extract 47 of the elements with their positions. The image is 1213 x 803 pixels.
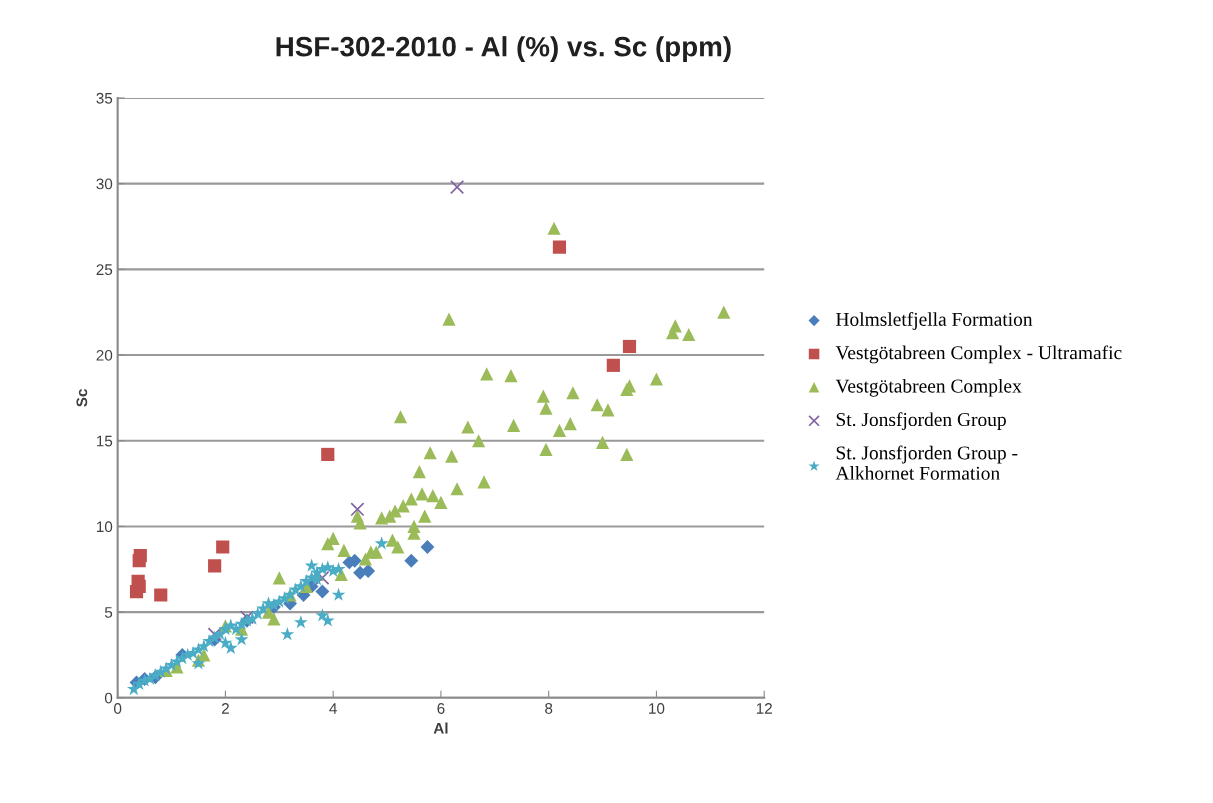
y-tick-label: 0 bbox=[104, 692, 113, 704]
legend-label: Vestgötabreen Complex bbox=[835, 378, 1022, 397]
x-tick-label: 2 bbox=[221, 703, 229, 714]
point bbox=[234, 632, 249, 646]
y-tick-label: 35 bbox=[96, 92, 113, 104]
point bbox=[132, 554, 146, 568]
point bbox=[280, 627, 295, 641]
legend-label: Vestgötabreen Complex - Ultramafic bbox=[835, 345, 1122, 364]
point bbox=[622, 339, 637, 354]
point bbox=[293, 615, 308, 629]
point bbox=[552, 240, 567, 254]
x-tick-label: 10 bbox=[649, 703, 665, 714]
y-axis-title: Sc bbox=[76, 388, 88, 407]
point bbox=[216, 540, 230, 554]
point bbox=[321, 447, 335, 462]
legend-label: St. Jonsfjorden Group bbox=[836, 412, 1006, 431]
y-tick-label: 5 bbox=[104, 607, 113, 618]
x-tick-label: 12 bbox=[756, 703, 772, 714]
x-axis-title: Al bbox=[433, 722, 448, 734]
point bbox=[223, 640, 238, 654]
point bbox=[129, 584, 144, 599]
x-tick-label: 4 bbox=[329, 703, 337, 714]
point bbox=[315, 570, 330, 585]
point bbox=[154, 588, 168, 602]
x-tick-label: 6 bbox=[437, 703, 445, 714]
chart-title: HSF-302-2010 - Al (%) vs. Sc (ppm) bbox=[276, 36, 731, 63]
point bbox=[213, 627, 227, 641]
x-tick-label: 8 bbox=[545, 703, 553, 714]
x-tick-label: 0 bbox=[114, 703, 122, 714]
point bbox=[450, 180, 465, 195]
legend-label: St. Jonsfjorden Group - Alkhornet Formation bbox=[835, 445, 1018, 480]
point bbox=[606, 358, 620, 372]
point bbox=[320, 613, 335, 627]
point bbox=[350, 502, 365, 517]
point bbox=[331, 587, 346, 601]
point bbox=[208, 559, 222, 573]
y-tick-label: 20 bbox=[96, 349, 113, 361]
y-tick-label: 30 bbox=[96, 178, 113, 190]
y-tick-label: 10 bbox=[96, 521, 113, 533]
y-tick-label: 15 bbox=[96, 435, 113, 447]
point bbox=[374, 536, 389, 550]
point bbox=[315, 584, 330, 599]
y-tick-label: 25 bbox=[96, 264, 113, 276]
legend-label: Holmsletfjella Formation bbox=[836, 312, 1033, 330]
point bbox=[304, 558, 319, 572]
point bbox=[420, 540, 435, 554]
point bbox=[404, 553, 419, 568]
